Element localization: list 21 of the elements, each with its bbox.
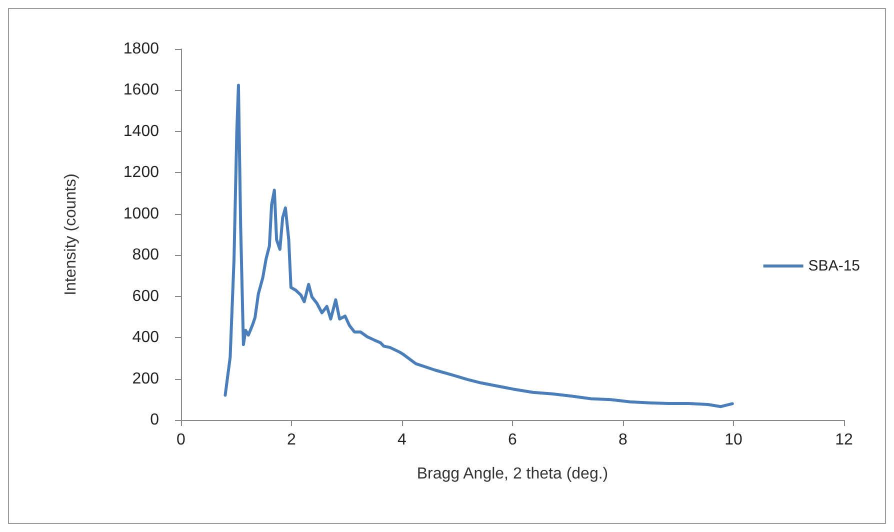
- x-axis-title: Bragg Angle, 2 theta (deg.): [416, 466, 608, 482]
- y-tick-label: 400: [132, 329, 160, 346]
- x-tick-label: 4: [398, 432, 407, 448]
- x-tick-label: 0: [176, 432, 186, 448]
- y-tick-label: 1000: [123, 205, 160, 222]
- y-tick-label: 600: [132, 288, 160, 305]
- legend-label: SBA-15: [808, 258, 860, 274]
- y-tick-label: 1600: [123, 82, 160, 99]
- x-tick-label: 6: [508, 432, 518, 448]
- x-tick-label: 10: [724, 432, 742, 448]
- y-tick-label: 1800: [123, 40, 160, 58]
- y-tick-label: 1400: [123, 122, 160, 140]
- y-tick-label: 1200: [123, 164, 160, 182]
- x-tick-label: 8: [618, 432, 628, 448]
- y-tick-label: 800: [132, 246, 160, 264]
- y-tick-label: 0: [150, 412, 160, 428]
- y-tick-label: 200: [132, 370, 160, 388]
- line-series: [224, 84, 734, 408]
- y-axis-title: Intensity (counts): [62, 174, 80, 296]
- x-tick-label: 2: [287, 432, 296, 448]
- x-tick-label: 12: [835, 432, 853, 448]
